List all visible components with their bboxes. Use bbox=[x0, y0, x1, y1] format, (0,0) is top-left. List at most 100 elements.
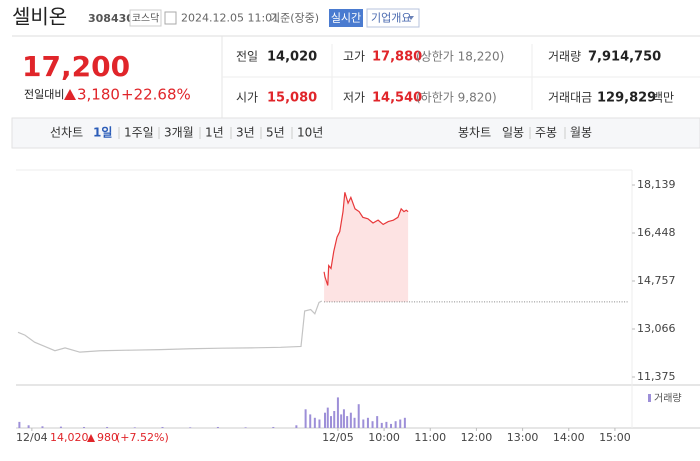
price-area bbox=[324, 192, 409, 302]
volume-bar bbox=[41, 426, 44, 428]
overview-button[interactable] bbox=[366, 8, 420, 28]
period-tab[interactable]: 일봉 bbox=[502, 126, 524, 140]
x-tick-label: 15:00 bbox=[599, 431, 631, 444]
stat-value: 14,020 bbox=[267, 50, 317, 65]
stat-value: 17,880 bbox=[372, 50, 422, 65]
volume-bar bbox=[390, 423, 393, 428]
x-tick-label: 13:00 bbox=[507, 431, 539, 444]
volume-bar bbox=[333, 411, 336, 428]
market-badge bbox=[129, 9, 162, 27]
volume-bar bbox=[106, 426, 109, 428]
x-tick-label: 11:00 bbox=[414, 431, 446, 444]
volume-bar bbox=[18, 421, 21, 428]
calendar-icon bbox=[164, 11, 177, 25]
volume-bar bbox=[376, 416, 379, 428]
tabs: 선차트 1일 1주일 3개월 1년 3년 5년 10년 봉차트 일봉 주봉 월봉 bbox=[50, 126, 592, 140]
up-arrow bbox=[64, 89, 76, 100]
stat-value: 129,829 bbox=[597, 91, 656, 106]
period-tab[interactable]: 5년 bbox=[266, 126, 285, 140]
change-rate: +22.68% bbox=[121, 86, 191, 104]
volume-bar bbox=[336, 397, 339, 428]
volume-bar bbox=[342, 409, 345, 428]
period-tab[interactable]: 1일 bbox=[93, 126, 112, 140]
market: 코스닥 bbox=[132, 13, 160, 25]
volume-bar bbox=[366, 417, 369, 428]
period-tab[interactable]: 3개월 bbox=[164, 126, 194, 140]
period-tab[interactable]: 3년 bbox=[236, 126, 255, 140]
stat-label: 저가 bbox=[343, 91, 365, 105]
x-tick-label: 14:00 bbox=[553, 431, 585, 444]
stat-note: (하한가 9,820) bbox=[416, 91, 497, 105]
period-tab[interactable]: 1년 bbox=[205, 126, 224, 140]
current-price: 17,200 bbox=[22, 50, 130, 83]
volume-bar bbox=[330, 416, 333, 428]
volume-bar bbox=[27, 425, 30, 428]
chart: 18,139 16,448 14,757 13,066 11,375 12/04 12/05… bbox=[16, 178, 682, 444]
stat-value: 14,540 bbox=[372, 91, 422, 106]
volume-bar bbox=[346, 416, 349, 428]
y-tick-label: 18,139 bbox=[637, 178, 676, 191]
volume-bar bbox=[295, 425, 298, 428]
realtime: 실시간 bbox=[331, 12, 361, 25]
period-tab[interactable]: 10년 bbox=[297, 126, 323, 140]
stat-label: 거래대금 bbox=[548, 91, 592, 105]
tab-group-label: 봉차트 bbox=[458, 126, 491, 140]
datetime: 2024.12.05 11:01 bbox=[181, 12, 279, 25]
x-tick-label: 10:00 bbox=[368, 431, 400, 444]
stat-label: 시가 bbox=[236, 91, 258, 105]
y-tick-label: 13,066 bbox=[637, 322, 676, 335]
volume-bar bbox=[272, 426, 275, 428]
change-label: 전일대비 bbox=[24, 87, 64, 101]
stock-name: 셀비온 bbox=[12, 5, 67, 29]
legend-swatch bbox=[648, 394, 651, 402]
volume-bar bbox=[59, 426, 62, 428]
dropdown-arrow bbox=[408, 16, 414, 20]
volume-bar bbox=[357, 404, 360, 428]
volume-bar bbox=[216, 426, 219, 428]
period-tab[interactable]: 1주일 bbox=[124, 126, 154, 140]
stat-unit: 백만 bbox=[652, 91, 674, 105]
volume-bar bbox=[326, 407, 329, 428]
stat-label: 전일 bbox=[236, 50, 258, 64]
realtime-button[interactable] bbox=[329, 9, 363, 27]
volume-bar bbox=[399, 419, 402, 428]
overview: 기업개요 bbox=[371, 12, 411, 25]
summary-change: 980 bbox=[97, 431, 118, 444]
volume-bar bbox=[403, 417, 406, 428]
volume-bar bbox=[324, 412, 326, 428]
volume-bar bbox=[83, 426, 86, 428]
stat-value: 7,914,750 bbox=[588, 50, 661, 65]
volume-bar bbox=[313, 417, 316, 428]
stat-label: 고가 bbox=[343, 50, 365, 64]
volume-bar bbox=[161, 426, 164, 428]
summary-close: 14,020 bbox=[50, 431, 89, 444]
volume-bar bbox=[189, 427, 192, 428]
price-line bbox=[323, 192, 409, 286]
volume-bar bbox=[340, 414, 343, 428]
basis: 기준(장중) bbox=[270, 12, 319, 25]
price-line bbox=[17, 300, 323, 353]
y-tick-label: 14,757 bbox=[637, 274, 676, 287]
stat-note: (상한가 18,220) bbox=[416, 50, 504, 64]
tab-bar bbox=[11, 117, 700, 149]
period-tab[interactable]: 월봉 bbox=[570, 126, 592, 140]
volume-bar bbox=[318, 419, 321, 428]
stat-label: 거래량 bbox=[548, 50, 581, 64]
tab-group-label: 선차트 bbox=[50, 126, 83, 140]
period-tab[interactable]: 주봉 bbox=[535, 126, 557, 140]
volume-bar bbox=[394, 421, 397, 428]
volume-bar bbox=[244, 427, 247, 428]
volume-bar bbox=[133, 427, 136, 428]
x-tick-label: 12/05 bbox=[322, 431, 354, 444]
volume-bar bbox=[380, 422, 383, 428]
volume-bar bbox=[362, 419, 365, 428]
stock-code: 308430 bbox=[88, 12, 134, 25]
volume-bar bbox=[304, 409, 307, 428]
y-tick-label: 11,375 bbox=[637, 370, 676, 383]
x-tick-label: 12/04 bbox=[16, 431, 48, 444]
volume-bar bbox=[385, 421, 388, 428]
change: 3,180 bbox=[77, 86, 120, 104]
volume-bar bbox=[353, 417, 356, 428]
